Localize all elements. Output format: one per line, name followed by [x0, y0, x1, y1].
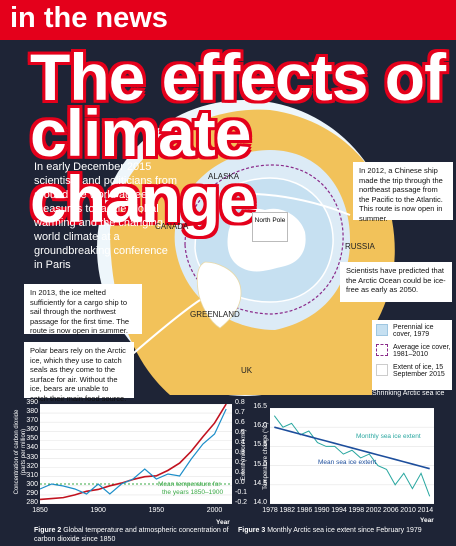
fig2-xtick: 1900: [90, 507, 106, 514]
fig2-ytick-left: 300: [26, 480, 38, 488]
figure1-caption: Shrinking Arctic sea ice: [372, 390, 445, 397]
label-greenland: GREENLAND: [190, 310, 240, 319]
note-cargo-ship: In 2013, the ice melted sufficiently for…: [24, 284, 142, 335]
fig3-ytick: 14.0: [253, 499, 267, 506]
figure2-label: Figure 2: [34, 527, 62, 534]
page-title-line2: climate change: [30, 96, 256, 236]
figure2-xlabel: Year: [216, 519, 230, 526]
fig3-xtick: 1990: [313, 507, 330, 514]
intro-text: In early December 2015 scientists and po…: [34, 161, 178, 271]
fig3-xtick: 1998: [348, 507, 365, 514]
label-russia: RUSSIA: [345, 242, 375, 251]
map-legend: Perennial ice cover, 1979 Average ice co…: [372, 320, 452, 390]
fig3-label-monthly: Monthly sea ice extent: [356, 433, 421, 440]
greenland: [196, 261, 242, 329]
fig3-xtick: 1994: [331, 507, 347, 514]
fig3-xtick: 1978: [262, 507, 278, 514]
fig3-label-mean: Mean sea ice extent: [318, 459, 376, 466]
figure3-xlabel: Year: [420, 517, 434, 524]
fig2-xtick: 2000: [206, 507, 223, 514]
note-polar-bears: Polar bears rely on the Arctic ice, whic…: [24, 342, 134, 403]
fig2-xtick: 1950: [148, 507, 165, 514]
fig2-ytick-right: 0.4: [235, 439, 245, 446]
label-alaska: ALASKA: [208, 172, 240, 181]
page-title-line1: The effects of: [30, 40, 446, 114]
fig2-ytick-right: 0.5: [235, 429, 245, 436]
note-chinese-ship: In 2012, a Chinese ship made the trip th…: [353, 162, 453, 223]
label-uk: UK: [241, 366, 253, 375]
fig3-ytick: 16.0: [253, 422, 267, 430]
fig2-mean-label-1: Mean temperature for: [158, 481, 221, 488]
figure3-chart: Monthly sea ice extent Mean sea ice exten…: [270, 408, 434, 504]
fig2-ytick-left: 340: [26, 444, 38, 452]
north-pole-label: North Pole: [254, 217, 286, 224]
fig2-ytick-right: -0.1: [235, 489, 248, 496]
note-ice-free-2050: Scientists have predicted that the Arcti…: [340, 262, 452, 302]
fig3-xtick: 1986: [296, 507, 313, 514]
banner-text: in the news: [10, 2, 168, 34]
fig2-ytick-left: 330: [26, 453, 38, 461]
fig2-ytick-left: 370: [26, 417, 38, 425]
legend-label-perennial: Perennial ice cover, 1979: [393, 324, 434, 338]
fig2-ytick-left: 380: [26, 408, 38, 416]
fig2-ytick-left: 390: [26, 399, 38, 406]
fig2-ytick-left: 360: [26, 426, 38, 434]
fig3-xtick: 2002: [365, 507, 382, 514]
fig2-ytick-right: 0.7: [235, 409, 245, 416]
fig2-series-temp: [40, 408, 227, 495]
northeast-passage-route: [209, 192, 351, 216]
fig2-ytick-left: 290: [26, 489, 38, 497]
fig2-ytick-right: 0.0: [235, 479, 245, 486]
fig2-ytick-right: 0.6: [235, 419, 245, 426]
swatch-average: [376, 344, 388, 356]
figure1-label: Figure 1: [372, 381, 400, 388]
fig2-ytick-right: 0.1: [235, 469, 245, 476]
fig2-ytick-right: 0.3: [235, 449, 245, 456]
legend-item-average: Average ice cover, 1981–2010: [376, 344, 452, 358]
figure2-ylabel-left-wrap: Concentration of carbon dioxide (parts p…: [12, 404, 27, 504]
label-canada: CANADA: [155, 222, 189, 231]
figure3-caption: Monthly Arctic sea ice extent since Febr…: [267, 527, 422, 534]
fig2-ytick-left: 310: [26, 471, 38, 479]
fig2-ytick-right: -0.2: [235, 499, 248, 506]
fig2-mean-label-2: the years 1850–1900: [162, 489, 223, 496]
fig2-ytick-left: 350: [26, 435, 38, 443]
fig2-ytick-right: 0.8: [235, 399, 245, 406]
legend-label-extent: Extent of ice, 15 September 2015: [393, 364, 445, 378]
figure3-label: Figure 3: [238, 527, 266, 534]
legend-label-average: Average ice cover, 1981–2010: [393, 344, 451, 358]
fig2-ytick-left: 280: [26, 499, 38, 506]
fig2-xtick: 1850: [32, 507, 48, 514]
fig3-ytick: 16.5: [253, 403, 267, 410]
fig3-ytick: 15.0: [253, 460, 267, 468]
fig3-xtick: 2014: [417, 507, 434, 514]
figure3-caption-block: Figure 3 Monthly Arctic sea ice extent s…: [238, 526, 448, 535]
fig3-xtick: 2006: [383, 507, 399, 514]
figure2-caption-block: Figure 2 Global temperature and atmosphe…: [34, 526, 234, 544]
figure2-ylabel-right: Temperature change (°C): [263, 422, 269, 490]
fig3-series-monthly: [273, 415, 431, 497]
fig3-xtick: 2010: [400, 507, 416, 514]
fig2-ytick-right: 0.2: [235, 459, 245, 466]
fig3-series-mean: [274, 426, 430, 470]
north-pole-marker: North Pole: [252, 212, 288, 242]
swatch-extent: [376, 364, 388, 376]
news-banner: in the news: [0, 0, 456, 40]
figure2-caption: Global temperature and atmospheric conce…: [34, 527, 229, 543]
fig3-ytick: 14.5: [253, 479, 267, 487]
legend-item-perennial: Perennial ice cover, 1979: [376, 324, 452, 338]
swatch-perennial: [376, 324, 388, 336]
legend-item-extent: Extent of ice, 15 September 2015: [376, 364, 452, 378]
fig3-ytick: 15.5: [253, 441, 267, 449]
fig3-xtick: 1982: [279, 507, 296, 514]
fig2-ytick-left: 320: [26, 462, 38, 470]
